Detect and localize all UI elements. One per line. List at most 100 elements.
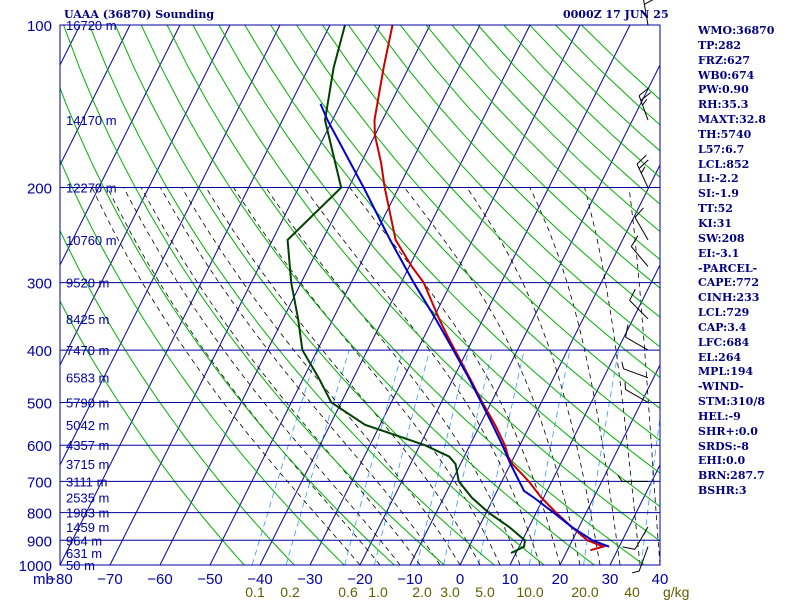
wind-barb-flag xyxy=(622,546,636,550)
moist-adiabat-line xyxy=(91,187,361,565)
dry-adiabat-line xyxy=(270,25,660,441)
height-label: 10760 m xyxy=(66,233,117,248)
temperature-tick-label: −20 xyxy=(347,571,372,588)
mixing-ratio-label: 1.0 xyxy=(368,584,388,600)
dry-adiabat-line xyxy=(60,86,395,565)
index-item: SHR+:0.0 xyxy=(698,424,758,438)
height-label: 1983 m xyxy=(66,506,109,521)
wind-barb-staff xyxy=(636,163,649,188)
isotherm-line xyxy=(459,163,660,565)
wind-barb xyxy=(643,0,654,26)
wind-barb-flag xyxy=(644,0,654,5)
mixing-ratio-line xyxy=(344,349,404,565)
stability-indices-list: WMO:36870 TP:282 FRZ:627 WB0:674 PW:0.90 RH:3… xyxy=(698,24,774,499)
mixing-ratio-label: 0.6 xyxy=(338,584,358,600)
index-item: TP:282 xyxy=(698,38,742,52)
wind-barb-staff xyxy=(638,546,649,572)
height-label: 12270 m xyxy=(66,181,117,196)
wind-barb xyxy=(617,475,648,482)
index-item: RH:35.3 xyxy=(698,98,749,112)
index-item: -PARCEL- xyxy=(698,261,758,275)
temperature-tick-label: −80 xyxy=(47,571,72,588)
isotherm-line xyxy=(559,363,660,565)
dry-adiabat-line xyxy=(399,25,660,289)
mixing-ratio-line xyxy=(641,415,660,565)
dewpoint-line xyxy=(286,25,526,554)
wind-barb-flag xyxy=(624,324,629,338)
wind-barb-staff xyxy=(625,389,649,403)
wind-barb-flag xyxy=(642,98,648,106)
dry-adiabat-line xyxy=(296,25,660,410)
dry-adiabat-line xyxy=(60,299,245,565)
isotherm-grid xyxy=(60,25,660,565)
isotherm-line xyxy=(359,25,631,565)
mixing-ratio-label: 20.0 xyxy=(571,584,598,600)
height-label: 4357 m xyxy=(66,438,109,453)
dry-adiabat-line xyxy=(60,158,345,565)
dry-adiabat-line xyxy=(244,25,660,474)
wind-barb xyxy=(622,526,649,550)
moist-adiabat-line xyxy=(529,187,621,565)
wind-barb xyxy=(636,154,649,188)
height-label: 964 m xyxy=(66,533,102,548)
index-item: CAPE:772 xyxy=(698,276,759,290)
index-item: SRDS:-8 xyxy=(698,439,749,453)
dry-adiabat-line xyxy=(347,25,660,348)
isotherm-line xyxy=(60,25,181,267)
index-item: STM:310/8 xyxy=(698,395,765,409)
index-item: CAP:3.4 xyxy=(698,320,747,334)
index-item: MAXT:32.8 xyxy=(698,113,766,127)
index-item: EI:-3.1 xyxy=(698,246,740,260)
height-label: 5042 m xyxy=(66,418,109,433)
station-title: UAAA (36870) Sounding xyxy=(64,8,215,21)
height-label: 1459 m xyxy=(66,520,109,535)
wind-barb-flag xyxy=(629,288,636,301)
isotherm-line xyxy=(509,263,660,565)
temperature-tick-label: −50 xyxy=(197,571,222,588)
dry-adiabat-line xyxy=(114,25,545,565)
index-item: TT:52 xyxy=(698,202,733,216)
pressure-tick-label: 700 xyxy=(27,474,52,491)
mixing-ratio-label: 3.0 xyxy=(440,584,460,600)
index-item: SI:-1.9 xyxy=(698,187,739,201)
wind-barb-flag xyxy=(634,207,644,218)
index-item: BRN:287.7 xyxy=(698,469,765,483)
wind-barb-flag xyxy=(636,154,647,165)
wind-barb xyxy=(629,288,649,320)
temperature-tick-label: −10 xyxy=(397,571,422,588)
plot-frame xyxy=(59,24,661,566)
dry-adiabat-line xyxy=(373,25,660,318)
wind-barb-flag xyxy=(640,166,646,174)
wind-barb xyxy=(631,546,649,574)
index-item: BSHR:3 xyxy=(698,484,747,498)
mixing-ratio-line xyxy=(374,349,431,565)
isotherm-line xyxy=(409,63,660,565)
dry-adiabat-line xyxy=(218,25,660,508)
height-label: 14170 m xyxy=(66,113,117,128)
index-item: SW:208 xyxy=(698,231,745,245)
height-label: 9520 m xyxy=(66,276,109,291)
height-label: 2535 m xyxy=(66,491,109,506)
isotherm-line xyxy=(609,463,660,565)
height-label: 5790 m xyxy=(66,395,109,410)
wind-barb-staff xyxy=(629,300,649,320)
wind-barb xyxy=(630,235,649,267)
wind-barb-staff xyxy=(630,246,649,267)
wind-barb-staff xyxy=(625,336,649,351)
temperature-tick-label: −60 xyxy=(147,571,172,588)
height-label: 3715 m xyxy=(66,457,109,472)
height-label: 8425 m xyxy=(66,312,109,327)
index-item: LCL:729 xyxy=(698,306,750,320)
wind-barb-flag xyxy=(638,159,649,169)
index-item: EL:264 xyxy=(698,350,742,364)
isotherm-line xyxy=(159,25,431,565)
height-label: 631 m xyxy=(66,546,102,561)
moist-adiabat-line xyxy=(140,187,421,565)
index-item: TH:5740 xyxy=(698,127,752,141)
index-item: HEL:-9 xyxy=(698,409,741,423)
index-item: WMO:36870 xyxy=(698,24,775,37)
mixing-ratio-line xyxy=(251,349,319,565)
temperature-tick-label: 10 xyxy=(502,571,519,588)
